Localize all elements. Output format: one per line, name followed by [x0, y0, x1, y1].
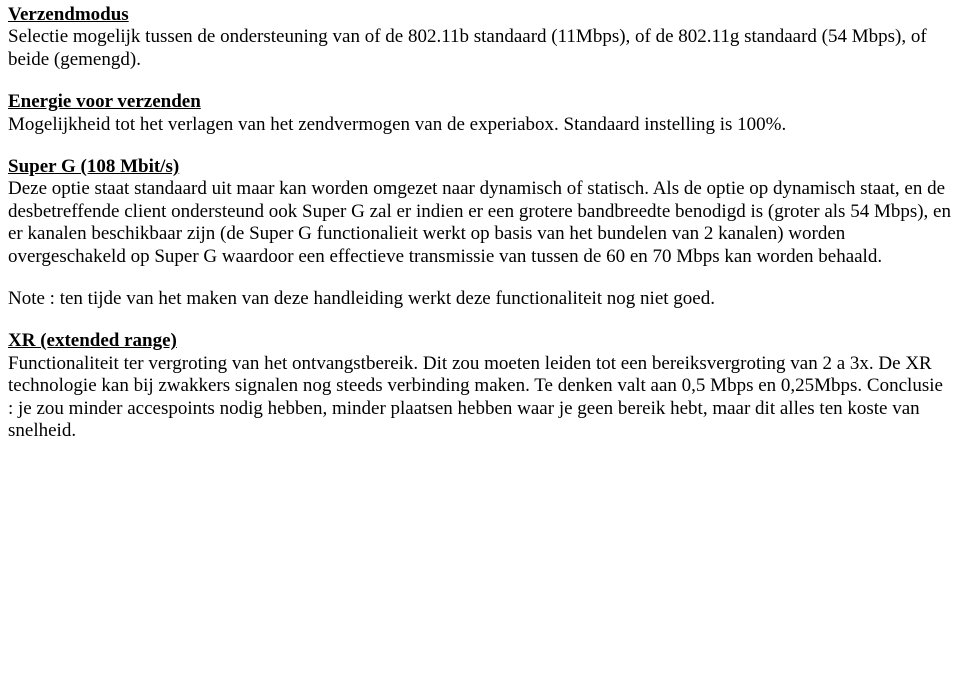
- section-verzendmodus: Verzendmodus Selectie mogelijk tussen de…: [8, 4, 952, 71]
- body-xr: Functionaliteit ter vergroting van het o…: [8, 353, 943, 441]
- body-energie: Mogelijkheid tot het verlagen van het ze…: [8, 114, 786, 135]
- heading-verzendmodus: Verzendmodus: [8, 4, 129, 25]
- section-note: Note : ten tijde van het maken van deze …: [8, 288, 952, 310]
- heading-superg: Super G (108 Mbit/s): [8, 156, 179, 177]
- section-energie: Energie voor verzenden Mogelijkheid tot …: [8, 91, 952, 136]
- section-superg: Super G (108 Mbit/s) Deze optie staat st…: [8, 156, 952, 268]
- section-xr: XR (extended range) Functionaliteit ter …: [8, 330, 952, 442]
- body-verzendmodus: Selectie mogelijk tussen de ondersteunin…: [8, 26, 927, 69]
- heading-xr: XR (extended range): [8, 330, 177, 351]
- body-superg: Deze optie staat standaard uit maar kan …: [8, 178, 951, 266]
- heading-energie: Energie voor verzenden: [8, 91, 201, 112]
- body-note: Note : ten tijde van het maken van deze …: [8, 288, 715, 309]
- document-page: Verzendmodus Selectie mogelijk tussen de…: [0, 0, 960, 689]
